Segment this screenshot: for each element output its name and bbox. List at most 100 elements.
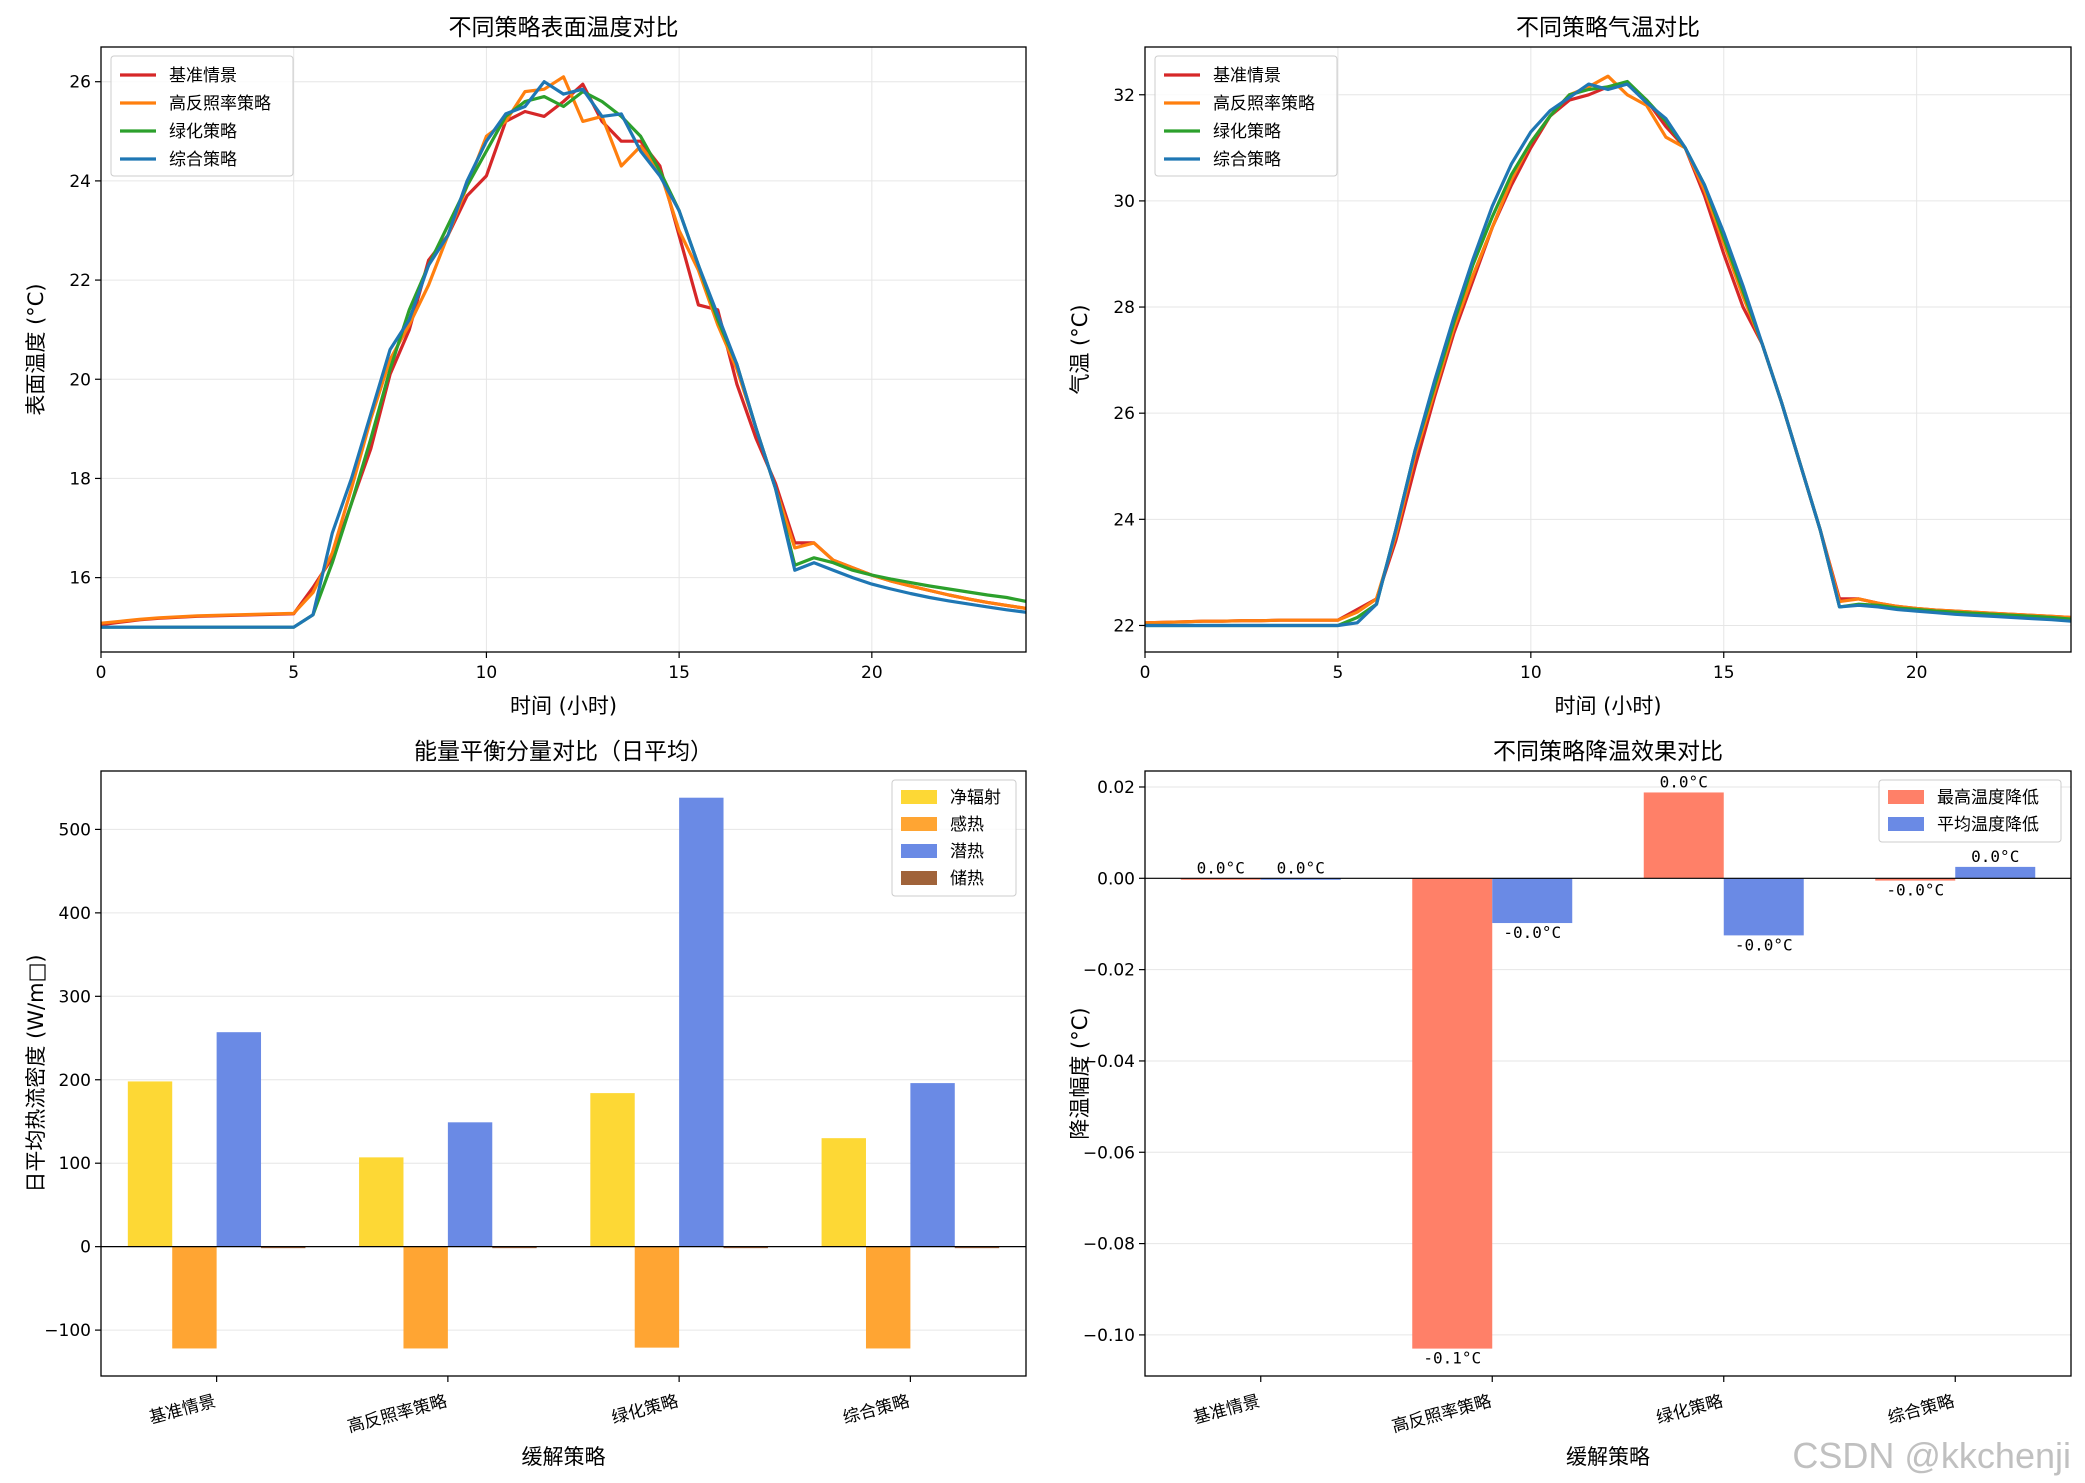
y-tick-label: 500	[59, 820, 91, 840]
x-tick-label: 0	[96, 663, 107, 683]
legend-label: 净辐射	[950, 788, 1001, 808]
y-tick-label: 28	[1113, 298, 1135, 318]
legend-label: 绿化策略	[1213, 122, 1281, 142]
legend-swatch	[1888, 817, 1924, 831]
data-label: -0.0°C	[1735, 935, 1793, 954]
y-tick-label: 0.00	[1097, 869, 1135, 889]
legend-swatch	[1888, 790, 1924, 804]
axes-frame	[100, 46, 1027, 653]
bar	[359, 1157, 404, 1247]
y-tick-label: 300	[59, 987, 91, 1007]
x-tick-label: 10	[476, 663, 498, 683]
chart-title: 不同策略降温效果对比	[1493, 739, 1723, 765]
axes-frame	[100, 770, 1027, 1377]
y-tick-label: 18	[69, 469, 91, 489]
legend-label: 高反照率策略	[169, 94, 271, 114]
legend-swatch	[901, 790, 937, 804]
x-tick-label: 0	[1140, 663, 1151, 683]
chart-title: 不同策略气温对比	[1516, 15, 1700, 41]
bar	[1955, 866, 2036, 879]
y-tick-label: −0.06	[1083, 1143, 1135, 1163]
y-tick-label: 26	[1113, 404, 1135, 424]
y-axis-label: 降温幅度 (°C)	[1068, 1007, 1092, 1139]
y-tick-label: 16	[69, 569, 91, 589]
bar	[910, 1083, 955, 1247]
x-tick-label: 20	[861, 663, 883, 683]
x-tick-label: 绿化策略	[610, 1392, 681, 1429]
legend-label: 综合策略	[1213, 150, 1281, 170]
legend-label: 最高温度降低	[1937, 788, 2039, 808]
bar	[865, 1246, 911, 1349]
y-tick-label: 0	[80, 1238, 91, 1258]
y-tick-label: 26	[69, 73, 91, 93]
x-tick-label: 高反照率策略	[345, 1392, 449, 1438]
bar	[1180, 878, 1261, 880]
bar	[1723, 878, 1804, 936]
x-tick-label: 综合策略	[1886, 1392, 1957, 1429]
data-label: -0.0°C	[1886, 881, 1944, 900]
x-tick-label: 5	[1333, 663, 1344, 683]
x-axis-label: 时间 (小时)	[1554, 694, 1661, 718]
bar	[821, 1138, 866, 1247]
legend-box	[1878, 779, 2062, 843]
data-label: 0.0°C	[1277, 858, 1325, 877]
bar	[590, 1093, 635, 1247]
legend-box	[110, 55, 294, 177]
axes-frame	[1144, 46, 2072, 653]
legend-swatch	[901, 817, 937, 831]
x-tick-label: 高反照率策略	[1390, 1392, 1494, 1438]
bar	[1260, 878, 1341, 880]
y-tick-label: 32	[1113, 86, 1135, 106]
series-line	[1145, 82, 2071, 628]
x-tick-label: 10	[1520, 663, 1542, 683]
bar	[679, 797, 724, 1247]
legend-box	[1154, 55, 1338, 177]
bar	[723, 1246, 768, 1249]
y-tick-label: 400	[59, 904, 91, 924]
y-tick-label: 30	[1113, 192, 1135, 212]
x-axis-label: 缓解策略	[1566, 1445, 1650, 1469]
legend-label: 综合策略	[169, 150, 237, 170]
data-label: 0.0°C	[1971, 847, 2019, 866]
chart-title: 能量平衡分量对比（日平均）	[414, 739, 713, 765]
bar	[127, 1081, 173, 1247]
y-tick-label: 24	[1113, 510, 1135, 530]
bar	[447, 1122, 493, 1247]
bar	[492, 1246, 537, 1249]
x-tick-label: 绿化策略	[1654, 1392, 1725, 1429]
legend-label: 基准情景	[1213, 66, 1281, 86]
legend-box	[891, 779, 1017, 897]
legend-label: 绿化策略	[169, 122, 237, 142]
chart-title: 不同策略表面温度对比	[449, 15, 679, 41]
y-tick-label: −0.10	[1083, 1326, 1135, 1346]
y-axis-label: 日平均热流密度 (W/m□)	[24, 954, 48, 1192]
bar	[1643, 792, 1724, 879]
y-tick-label: 22	[1113, 616, 1135, 636]
bar	[216, 1032, 262, 1247]
x-tick-label: 20	[1906, 663, 1928, 683]
y-tick-label: 200	[59, 1071, 91, 1091]
legend-swatch	[901, 871, 937, 885]
x-axis-label: 时间 (小时)	[510, 694, 617, 718]
y-tick-label: 100	[59, 1154, 91, 1174]
legend-label: 潜热	[950, 842, 984, 862]
y-tick-label: 20	[69, 370, 91, 390]
data-label: -0.1°C	[1423, 1349, 1481, 1368]
axes-frame	[1144, 770, 2072, 1377]
x-tick-label: 基准情景	[147, 1392, 218, 1429]
bar	[403, 1246, 448, 1349]
legend-swatch	[901, 844, 937, 858]
x-tick-label: 5	[288, 663, 299, 683]
x-tick-label: 15	[668, 663, 690, 683]
data-label: 0.0°C	[1660, 772, 1708, 791]
bar	[172, 1246, 217, 1349]
legend-label: 储热	[950, 869, 984, 889]
x-tick-label: 15	[1713, 663, 1735, 683]
y-tick-label: −0.04	[1083, 1052, 1135, 1072]
